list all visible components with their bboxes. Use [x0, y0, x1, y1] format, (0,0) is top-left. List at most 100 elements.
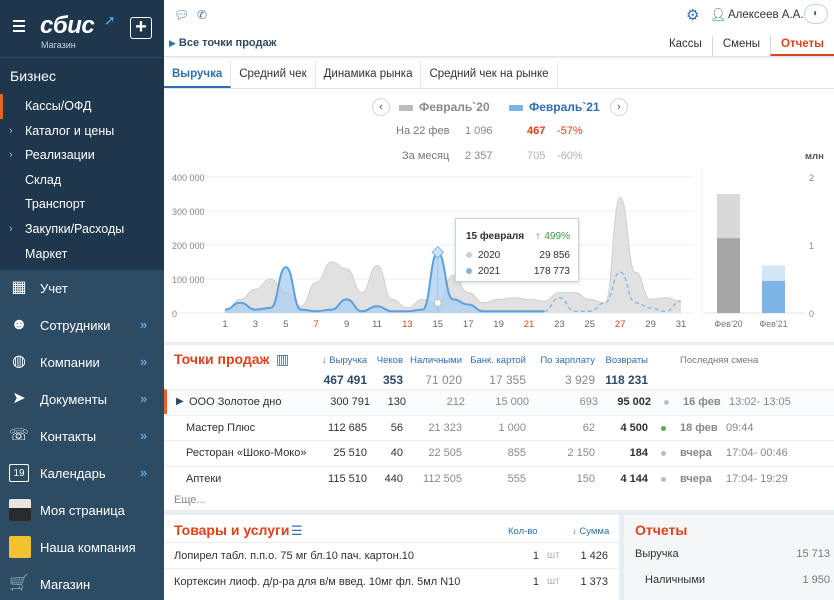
report-row[interactable]: Наличными 1 950	[635, 574, 830, 586]
col-revenue[interactable]: ↓ Выручка	[312, 355, 367, 366]
nav-item[interactable]: Моя страница	[0, 492, 164, 529]
tooltip-date: 15 февраля	[466, 231, 525, 242]
col-qty[interactable]: Кол-во	[508, 526, 538, 537]
goods-title[interactable]: Товары и услуги	[174, 522, 290, 538]
col-salary[interactable]: По зарплату	[540, 355, 595, 366]
user-menu-button[interactable]: ◐	[804, 4, 828, 24]
nav-item[interactable]: ☻ Сотрудники »	[0, 307, 164, 344]
sidebar-item[interactable]: › Закупки/Расходы	[0, 217, 164, 242]
table-row[interactable]: Кортексин лиоф. д/р-ра для в/м введ. 10м…	[164, 568, 619, 594]
double-chevron-icon[interactable]: »	[140, 391, 148, 407]
nav-item-label: Моя страница	[40, 503, 125, 519]
gear-icon[interactable]: ⚙	[686, 7, 700, 24]
period1-legend[interactable]: Февраль`20	[399, 100, 490, 114]
col-last-shift[interactable]: Последняя смена	[680, 355, 759, 366]
tooltip-year: 2020	[478, 250, 501, 261]
double-chevron-icon[interactable]: »	[140, 317, 148, 333]
subtab-3[interactable]: Средний чек на рынке	[421, 61, 558, 88]
double-chevron-icon[interactable]: »	[140, 354, 148, 370]
sidebar-section-business[interactable]: Бизнес	[0, 57, 164, 92]
reports-title[interactable]: Отчеты	[635, 522, 688, 538]
nav-item[interactable]: ➤ Документы »	[0, 381, 164, 418]
y-tick-label: 200 000	[172, 241, 205, 251]
point-name[interactable]: ООО Золотое дно	[189, 396, 282, 408]
point-name[interactable]: Ресторан «Шоко-Моко»	[186, 447, 307, 459]
sidebar-item[interactable]: Кассы/ОФД	[0, 94, 164, 119]
sidebar-item[interactable]: Маркет	[0, 242, 164, 267]
tab-2[interactable]: Отчеты	[770, 36, 834, 56]
nav-item[interactable]: ◍ Компании »	[0, 344, 164, 381]
prev-period-button[interactable]: ‹	[372, 98, 390, 116]
sidebar-item-label: Транспорт	[25, 197, 86, 212]
nav-item[interactable]: 19 Календарь »	[0, 455, 164, 492]
table-row[interactable]: Аптеки 115 510 440 112 505 555 150 4 144 вчера 1…	[164, 465, 834, 491]
sidebar-item-label: Реализации	[25, 148, 95, 163]
row1-val2: 467	[527, 125, 546, 137]
period2-swatch	[509, 104, 523, 111]
tooltip-pct: ↑ 499%	[535, 231, 570, 242]
tab-1[interactable]: Смены	[711, 36, 770, 56]
double-chevron-icon[interactable]: »	[140, 428, 148, 444]
table-row[interactable]: Мастер Плюс 112 685 56 21 323 1 000 62 4 500 18…	[164, 414, 834, 440]
y-tick-label: 300 000	[172, 207, 205, 217]
chevron-right-icon: ›	[9, 149, 13, 162]
col-sum[interactable]: ↓ Сумма	[572, 526, 609, 537]
chevron-right-icon: ›	[9, 124, 13, 137]
tooltip-year: 2021	[478, 266, 501, 277]
col-checks[interactable]: Чеков	[376, 355, 403, 366]
table-row[interactable]: ▶ ООО Золотое дно 300 791 130 212 15 000 693 95…	[164, 389, 834, 414]
point-name[interactable]: Мастер Плюс	[186, 421, 256, 434]
sidebar-item[interactable]: Транспорт	[0, 192, 164, 217]
sales-points-title[interactable]: Точки продаж	[174, 351, 270, 367]
cell-cash: 22 505	[428, 447, 462, 459]
side-y-tick-label: 2	[809, 173, 814, 183]
row1-val1: 1 096	[465, 125, 493, 137]
chat-icon[interactable]: 💬︎	[174, 8, 190, 22]
sidebar-item[interactable]: › Реализации	[0, 143, 164, 168]
tooltip-value: 29 856	[539, 250, 570, 261]
period2-legend[interactable]: Февраль`21	[509, 100, 600, 114]
nav-item[interactable]: Наша компания	[0, 529, 164, 566]
create-button[interactable]: +	[130, 17, 152, 39]
report-row[interactable]: Выручка 15 713	[635, 548, 830, 560]
sidebar-item[interactable]: › Каталог и цены	[0, 119, 164, 144]
point-name[interactable]: Аптеки	[186, 472, 222, 485]
subtab-1[interactable]: Средний чек	[231, 61, 316, 88]
side-bar-label: Фев'21	[759, 319, 787, 329]
report-label: Выручка	[635, 548, 679, 560]
double-chevron-icon[interactable]: »	[140, 465, 148, 481]
y-tick-label: 100 000	[172, 275, 205, 285]
nav-item-label: Наша компания	[40, 540, 136, 556]
table-row[interactable]: Ресторан «Шоко-Моко» 25 510 40 22 505 855 2 1…	[164, 440, 834, 465]
more-link[interactable]: Еще...	[174, 494, 206, 506]
table-row[interactable]: Лопирел табл. п.п.о. 75 мг бл.10 пач. ка…	[164, 542, 619, 568]
nav-item[interactable]: 🛒 Магазин	[0, 566, 164, 600]
all-points-selector[interactable]: ▶ Все точки продаж	[169, 37, 276, 49]
subtab-0[interactable]: Выручка	[164, 61, 232, 88]
side-y-tick-label: 1	[809, 241, 814, 251]
total-revenue: 467 491	[323, 373, 367, 387]
logo[interactable]: сбис	[40, 12, 95, 39]
building-icon[interactable]: ▥	[276, 351, 290, 367]
sidebar-item[interactable]: Склад	[0, 168, 164, 193]
subtab-2[interactable]: Динамика рынка	[316, 61, 422, 88]
nav-item[interactable]: ▦ Учет	[0, 270, 164, 307]
tab-0[interactable]: Кассы	[668, 38, 702, 50]
cell-revenue: 25 510	[333, 447, 367, 459]
next-period-button[interactable]: ›	[610, 98, 628, 116]
user-name[interactable]: Алексеев А.А.	[728, 9, 804, 21]
nav-list: ▦ Учет ☻ Сотрудники » ◍ Компании » ➤ Документы » ☏ К…	[0, 270, 164, 600]
phone-icon[interactable]: ✆	[197, 8, 208, 22]
user-photo-icon	[9, 499, 31, 522]
col-revenue-label: Выручка	[329, 355, 367, 366]
col-returns[interactable]: Возвраты	[605, 355, 648, 366]
col-card[interactable]: Банк. картой	[470, 355, 526, 366]
cell-salary: 2 150	[567, 447, 595, 459]
list-icon[interactable]: ☰	[291, 523, 303, 538]
col-cash[interactable]: Наличными	[410, 355, 462, 366]
nav-item[interactable]: ☏ Контакты »	[0, 418, 164, 455]
menu-icon[interactable]	[13, 20, 25, 32]
side-unit-label: млн	[805, 151, 824, 162]
cell-cash: 21 323	[428, 421, 462, 434]
